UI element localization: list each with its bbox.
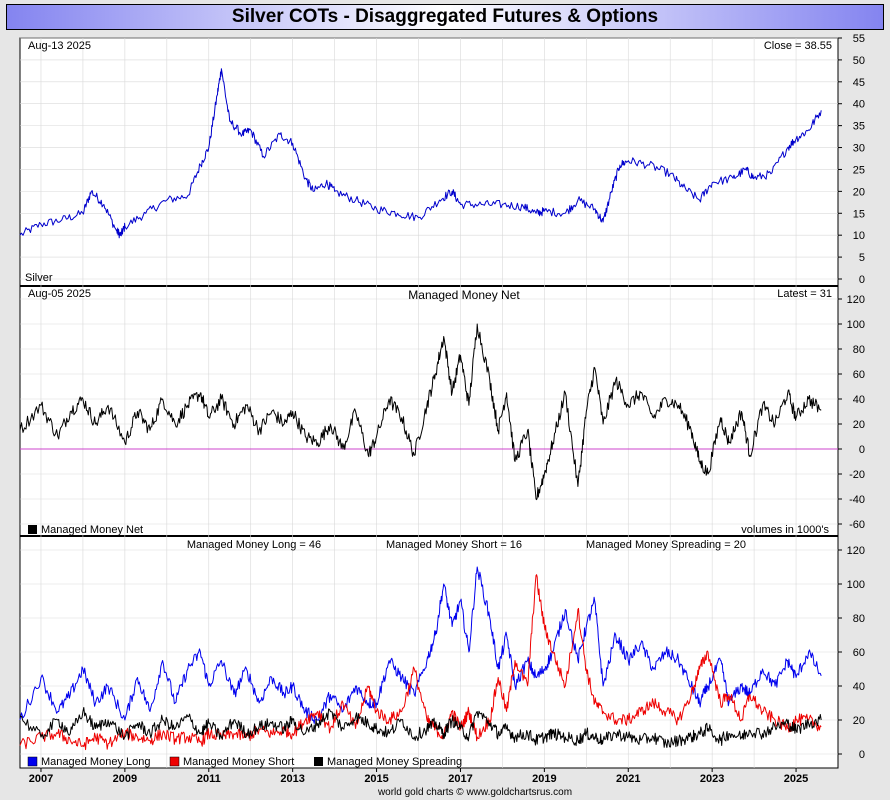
y-tick-label: 120 bbox=[847, 545, 865, 557]
y-tick-label: 15 bbox=[853, 208, 865, 220]
price-series-line bbox=[19, 68, 822, 239]
y-tick-label: 55 bbox=[853, 33, 865, 45]
price-close-label: Close = 38.55 bbox=[764, 40, 832, 52]
page-title: Silver COTs - Disaggregated Futures & Op… bbox=[231, 6, 659, 27]
x-tick-label: 2025 bbox=[784, 773, 808, 785]
net-subtitle: Managed Money Net bbox=[408, 288, 520, 302]
y-tick-label: -40 bbox=[849, 494, 865, 506]
series-lines bbox=[19, 68, 838, 751]
y-tick-label: 40 bbox=[853, 681, 865, 693]
y-tick-label: 60 bbox=[853, 647, 865, 659]
price-date-label: Aug-13 2025 bbox=[28, 40, 91, 52]
y-tick-label: 0 bbox=[859, 444, 865, 456]
y-tick-label: 20 bbox=[853, 419, 865, 431]
spreading-latest-label: Managed Money Spreading = 20 bbox=[586, 539, 746, 551]
y-tick-label: -60 bbox=[849, 519, 865, 531]
y-tick-label: 40 bbox=[853, 394, 865, 406]
instrument-label: Silver bbox=[25, 272, 53, 284]
y-tick-label: 80 bbox=[853, 613, 865, 625]
x-tick-label: 2009 bbox=[113, 773, 137, 785]
x-tick-label: 2017 bbox=[448, 773, 472, 785]
x-tick-label: 2007 bbox=[29, 773, 53, 785]
net-legend-swatch bbox=[28, 525, 37, 534]
x-tick-label: 2013 bbox=[280, 773, 304, 785]
net-legend-label: Managed Money Net bbox=[41, 524, 143, 536]
x-tick-label: 2019 bbox=[532, 773, 556, 785]
y-tick-label: 40 bbox=[853, 99, 865, 111]
short-latest-label: Managed Money Short = 16 bbox=[386, 539, 522, 551]
y-tick-label: 5 bbox=[859, 252, 865, 264]
net-series-line bbox=[19, 323, 822, 501]
y-tick-label: 35 bbox=[853, 121, 865, 133]
title-bar: Silver COTs - Disaggregated Futures & Op… bbox=[6, 4, 884, 30]
y-tick-label: 0 bbox=[859, 749, 865, 761]
x-tick-label: 2021 bbox=[616, 773, 640, 785]
price-panel bbox=[19, 37, 839, 287]
y-tick-label: 100 bbox=[847, 579, 865, 591]
y-tick-label: 20 bbox=[853, 715, 865, 727]
y-tick-label: 30 bbox=[853, 143, 865, 155]
y-tick-label: 60 bbox=[853, 369, 865, 381]
x-tick-label: 2011 bbox=[197, 773, 221, 785]
y-tick-label: 100 bbox=[847, 319, 865, 331]
y-tick-label: 120 bbox=[847, 294, 865, 306]
net-panel bbox=[19, 285, 839, 537]
y-tick-label: 50 bbox=[853, 55, 865, 67]
long-legend-label: Managed Money Long bbox=[41, 756, 150, 768]
y-tick-label: -20 bbox=[849, 469, 865, 481]
short-series-line bbox=[19, 574, 822, 751]
long-latest-label: Managed Money Long = 46 bbox=[187, 539, 321, 551]
footer-credit: world gold charts © www.goldchartsrus.co… bbox=[377, 787, 572, 798]
axis-labels: 0510152025303540455055-60-40-20020406080… bbox=[29, 33, 865, 785]
short-legend-label: Managed Money Short bbox=[183, 756, 294, 768]
units-label: volumes in 1000's bbox=[741, 524, 829, 536]
short-legend-swatch bbox=[169, 756, 180, 767]
x-tick-label: 2015 bbox=[364, 773, 388, 785]
y-tick-label: 0 bbox=[859, 274, 865, 286]
x-tick-label: 2023 bbox=[700, 773, 724, 785]
y-tick-label: 80 bbox=[853, 344, 865, 356]
long-legend-swatch bbox=[27, 756, 38, 767]
y-tick-label: 10 bbox=[853, 230, 865, 242]
net-date-label: Aug-05 2025 bbox=[28, 288, 91, 300]
spreading-legend-label: Managed Money Spreading bbox=[327, 756, 462, 768]
y-tick-label: 25 bbox=[853, 164, 865, 176]
spreading-series-line bbox=[19, 707, 822, 748]
y-tick-label: 20 bbox=[853, 186, 865, 198]
net-latest-label: Latest = 31 bbox=[777, 288, 832, 300]
spreading-legend-swatch bbox=[314, 757, 323, 766]
y-tick-label: 45 bbox=[853, 77, 865, 89]
